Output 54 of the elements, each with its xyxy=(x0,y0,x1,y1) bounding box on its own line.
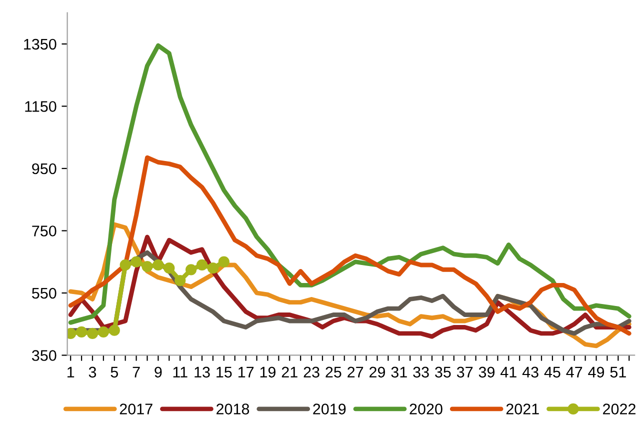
point xyxy=(152,259,164,271)
legend-label: 2018 xyxy=(216,404,250,414)
point xyxy=(120,259,131,271)
point xyxy=(207,262,219,274)
x-tick-label: 1 xyxy=(68,366,74,378)
x-tick-label: 3 xyxy=(88,366,96,378)
x-tick-label: 9 xyxy=(154,366,162,378)
x-tick-label: 49 xyxy=(588,366,604,378)
point xyxy=(86,328,98,340)
point xyxy=(218,256,230,268)
y-tick-label: 1350 xyxy=(24,38,56,50)
legend-label: 2020 xyxy=(410,404,442,414)
x-tick-label: 39 xyxy=(478,366,495,378)
x-tick-label: 23 xyxy=(304,366,320,378)
x-tick-label: 35 xyxy=(435,366,451,378)
x-tick-label: 27 xyxy=(348,366,364,378)
legend-label: 2021 xyxy=(506,404,539,414)
x-tick-label: 33 xyxy=(413,366,429,378)
x-tick-label: 11 xyxy=(173,366,188,378)
point xyxy=(142,260,153,272)
x-tick-label: 17 xyxy=(238,366,254,378)
x-tick-label: 29 xyxy=(370,366,386,378)
point xyxy=(98,326,109,338)
point xyxy=(108,324,120,336)
legend-label: 2019 xyxy=(313,404,346,414)
point xyxy=(174,274,186,286)
y-tick-label: 350 xyxy=(32,350,56,361)
y-tick-label: 950 xyxy=(32,163,56,174)
x-tick-label: 7 xyxy=(132,366,140,378)
y-tick-label: 1150 xyxy=(25,101,56,112)
line-series xyxy=(68,43,632,325)
point xyxy=(130,256,142,268)
x-tick-label: 19 xyxy=(260,366,276,378)
y-tick-label: 750 xyxy=(32,226,56,236)
x-tick-label: 41 xyxy=(500,366,516,378)
point xyxy=(186,264,197,276)
x-tick-label: 43 xyxy=(522,366,538,378)
point xyxy=(196,259,208,271)
x-tick-label: 45 xyxy=(544,366,560,378)
x-tick-label: 47 xyxy=(566,366,582,378)
legend-label: 2017 xyxy=(120,404,152,414)
x-tick-label: 51 xyxy=(610,366,626,378)
x-tick-label: 13 xyxy=(194,366,210,378)
x-tick-label: 25 xyxy=(326,366,342,378)
x-tick-label: 37 xyxy=(456,366,473,378)
x-tick-label: 5 xyxy=(110,366,118,378)
x-tick-label: 21 xyxy=(282,366,298,378)
legend-label: 2022 xyxy=(603,404,636,414)
line-series xyxy=(68,155,632,336)
point xyxy=(164,262,175,274)
y-tick-label: 550 xyxy=(32,288,56,299)
point xyxy=(76,326,88,338)
x-tick-label: 15 xyxy=(216,366,232,378)
x-tick-label: 31 xyxy=(391,366,407,378)
